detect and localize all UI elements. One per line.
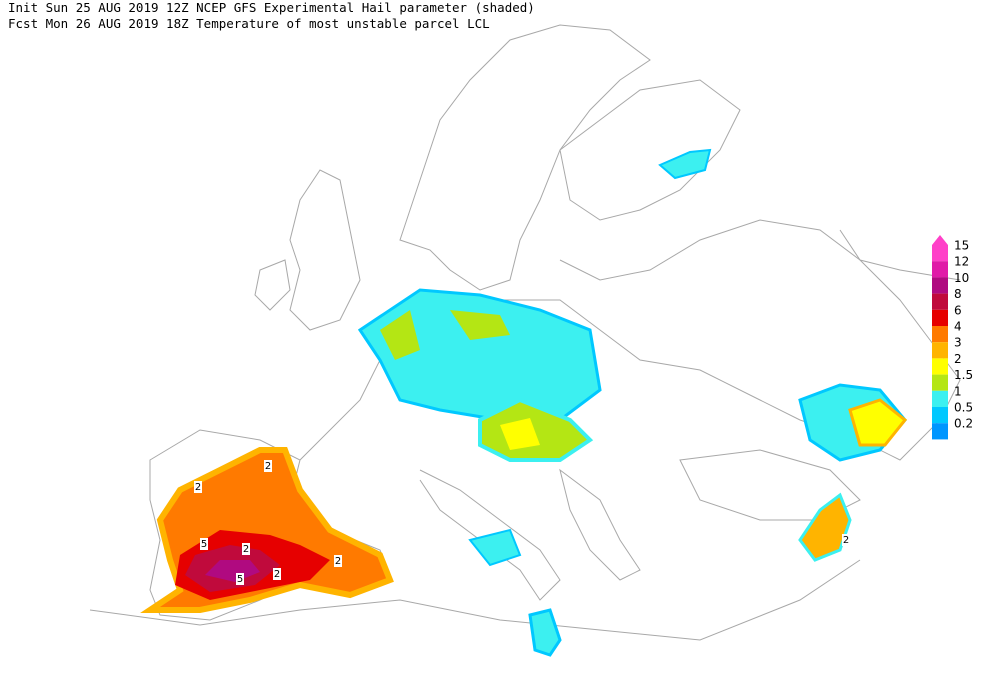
contour-label-bg xyxy=(264,460,272,472)
legend-swatch xyxy=(932,293,948,310)
legend-label: 2 xyxy=(954,352,962,366)
legend-swatch xyxy=(932,358,948,375)
contour-label: 2 xyxy=(243,544,249,555)
legend-swatch xyxy=(932,423,948,440)
contour-label: 2 xyxy=(195,482,201,493)
contour-label: 2 xyxy=(843,535,849,546)
contour-label: 5 xyxy=(201,539,207,550)
legend-label: 4 xyxy=(954,320,962,334)
contour-label-bg xyxy=(842,534,850,546)
legend-swatch xyxy=(932,374,948,391)
contour-label: 2 xyxy=(274,569,280,580)
contour-label-bg xyxy=(242,543,250,555)
legend-label: 8 xyxy=(954,287,962,301)
legend-label: 0.5 xyxy=(954,401,973,415)
header-line: Fcst Mon 26 AUG 2019 18Z Temperature of … xyxy=(8,16,490,31)
contour-labels: 2 2 5 5 2 2 2 2 xyxy=(194,460,850,585)
legend-swatch xyxy=(932,245,948,262)
legend-swatch xyxy=(932,261,948,278)
header-line: Init Sun 25 AUG 2019 12Z NCEP GFS Experi… xyxy=(8,0,535,15)
legend-label: 10 xyxy=(954,271,969,285)
legend-swatch xyxy=(932,342,948,359)
legend-swatch xyxy=(932,326,948,343)
contour-label-bg xyxy=(334,555,342,567)
legend-label: 6 xyxy=(954,303,962,317)
legend-label: 0.2 xyxy=(954,417,973,431)
legend-label: 12 xyxy=(954,255,969,269)
contour-label-bg xyxy=(194,481,202,493)
contour-label-bg xyxy=(200,538,208,550)
legend-arrow xyxy=(932,235,948,245)
legend: 15 12 10 8 6 4 3 2 1.5 1 0.5 0.2 xyxy=(932,235,973,440)
legend-swatch xyxy=(932,407,948,424)
legend-label: 1.5 xyxy=(954,368,973,382)
contour-label-bg xyxy=(273,568,281,580)
contour-label: 2 xyxy=(265,461,271,472)
legend-label: 3 xyxy=(954,336,962,350)
contour-label-bg xyxy=(236,573,244,585)
legend-swatch xyxy=(932,277,948,294)
legend-label: 15 xyxy=(954,239,969,253)
legend-label: 1 xyxy=(954,384,962,398)
contour-label: 2 xyxy=(335,556,341,567)
hail-shading xyxy=(140,148,908,657)
legend-swatch xyxy=(932,390,948,407)
legend-swatch xyxy=(932,309,948,326)
contour-label: 5 xyxy=(237,574,243,585)
